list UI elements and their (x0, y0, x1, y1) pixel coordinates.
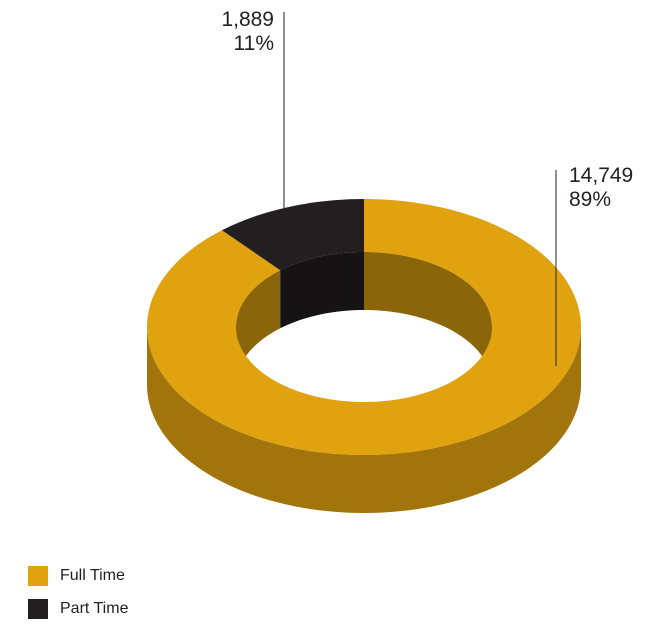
legend-item-full-time: Full Time (28, 566, 128, 586)
full-time-inner-wall (364, 252, 492, 385)
chart-legend: Full Time Part Time (28, 566, 128, 632)
full-time-inner-wall (236, 270, 281, 385)
legend-label-full-time: Full Time (60, 567, 125, 584)
full-time-callout: 14,749 89% (569, 164, 649, 212)
full-time-percent-label: 89% (569, 188, 612, 211)
part-time-percent-label: 11% (233, 32, 274, 55)
part-time-slice (222, 199, 364, 271)
full-time-slice (147, 199, 581, 455)
legend-item-part-time: Part Time (28, 599, 128, 619)
part-time-inner-wall (280, 252, 364, 329)
part-time-value-label: 1,889 (221, 8, 274, 31)
part-time-callout: 1,889 11% (196, 8, 274, 56)
part-time-swatch (28, 599, 48, 619)
full-time-swatch (28, 566, 48, 586)
legend-label-part-time: Part Time (60, 600, 129, 617)
full-time-value-label: 14,749 (569, 164, 634, 187)
full-time-outer-wall (147, 327, 581, 513)
